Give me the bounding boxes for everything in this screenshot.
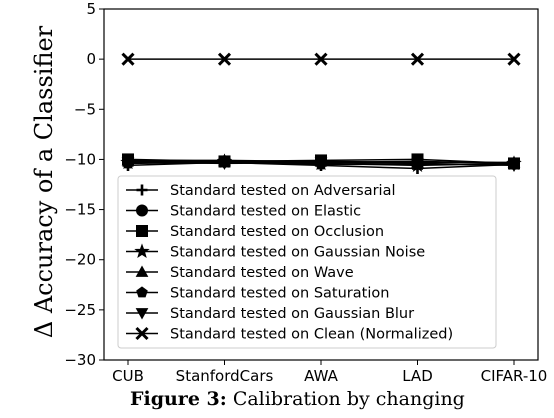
legend-label: Standard tested on Saturation: [170, 286, 389, 302]
legend-item: Standard tested on Gaussian Blur: [126, 306, 414, 322]
data-point: [314, 157, 328, 169]
x-tick-label: CIFAR-10: [481, 367, 548, 385]
data-point: [411, 158, 424, 170]
legend-item: Standard tested on Elastic: [126, 204, 361, 220]
legend-item: Standard tested on Occlusion: [126, 224, 384, 240]
y-tick-label: −15: [64, 201, 96, 219]
y-tick-label: −10: [64, 150, 96, 168]
data-point: [507, 160, 521, 172]
legend-item: Standard tested on Gaussian Noise: [126, 243, 425, 261]
y-tick-label: −5: [74, 100, 96, 118]
y-tick-label: −20: [64, 251, 96, 269]
legend-item: Standard tested on Saturation: [126, 286, 389, 302]
series-x: [121, 52, 521, 66]
legend-marker: [136, 225, 148, 237]
y-axis-label: Δ Accuracy of a Classifier: [30, 25, 58, 338]
y-tick-label: 5: [86, 0, 96, 18]
legend: Standard tested on Adversarial Standard t…: [117, 175, 497, 349]
y-tick-label: 0: [86, 50, 96, 68]
data-point: [218, 158, 231, 170]
legend-item: Standard tested on Wave: [126, 265, 354, 281]
legend-item: Standard tested on Clean (Normalized): [126, 327, 453, 343]
series-triangle-down: [121, 157, 521, 172]
legend-marker: [135, 308, 149, 320]
legend-label: Standard tested on Gaussian Noise: [170, 245, 425, 261]
legend-marker: [135, 326, 149, 341]
plot-area: 5 0 −5 −10 −15 −20 −25 −30 CUB StanfordCars AWA LAD…: [64, 0, 547, 385]
figure-caption: Figure 3: Calibration by changing: [130, 388, 465, 410]
data-point: [507, 52, 521, 66]
legend-marker: [134, 243, 150, 258]
legend-marker: [136, 184, 148, 196]
x-tick-label: CUB: [112, 367, 144, 385]
legend-label: Standard tested on Occlusion: [170, 224, 384, 240]
x-tick-label: AWA: [304, 367, 338, 385]
x-tick-label: LAD: [402, 367, 433, 385]
legend-label: Standard tested on Gaussian Blur: [170, 306, 414, 322]
data-point: [121, 52, 135, 66]
data-point: [314, 52, 328, 66]
data-point: [217, 52, 232, 66]
legend-label: Standard tested on Adversarial: [170, 183, 396, 199]
legend-marker: [135, 265, 149, 277]
data-point: [121, 157, 135, 169]
data-point: [410, 52, 425, 66]
legend-label: Standard tested on Elastic: [170, 204, 361, 220]
y-tick-label: −25: [64, 301, 96, 319]
legend-item: Standard tested on Adversarial: [126, 183, 396, 199]
legend-marker: [136, 286, 148, 298]
legend-label: Standard tested on Clean (Normalized): [170, 327, 453, 343]
legend-box: [117, 175, 497, 349]
x-tick-label: StanfordCars: [176, 367, 274, 385]
caption-text: Calibration by changing: [232, 388, 465, 410]
legend-marker: [136, 204, 148, 217]
legend-label: Standard tested on Wave: [170, 265, 354, 281]
y-tick-label: −30: [64, 351, 96, 369]
caption-prefix: Figure 3:: [130, 388, 227, 410]
